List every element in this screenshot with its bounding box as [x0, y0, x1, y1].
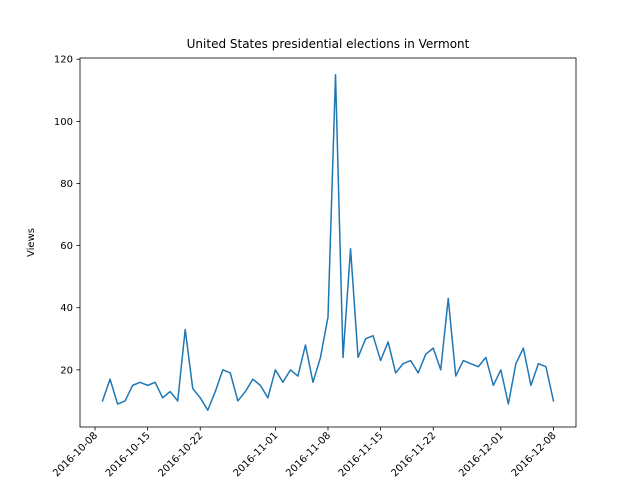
x-tick-label: 2016-11-08 — [284, 430, 333, 479]
series-line — [103, 75, 554, 410]
x-tick-label: 2016-10-22 — [156, 430, 205, 479]
x-tick-label: 2016-11-22 — [389, 430, 438, 479]
chart-title: United States presidential elections in … — [187, 37, 470, 51]
y-axis-label: Views — [26, 228, 37, 257]
y-tick-label: 20 — [60, 365, 73, 376]
y-tick-label: 100 — [54, 117, 73, 128]
y-tick-label: 80 — [60, 179, 73, 190]
y-tick-label: 40 — [60, 303, 73, 314]
x-tick-label: 2016-12-08 — [510, 430, 559, 479]
x-tick-label: 2016-10-08 — [51, 430, 100, 479]
y-tick-label: 60 — [60, 241, 73, 252]
x-tick-label: 2016-11-01 — [232, 430, 281, 479]
y-tick-label: 120 — [54, 55, 73, 66]
x-tick-label: 2016-12-01 — [457, 430, 506, 479]
x-tick-label: 2016-11-15 — [337, 430, 386, 479]
x-tick-label: 2016-10-15 — [104, 430, 153, 479]
